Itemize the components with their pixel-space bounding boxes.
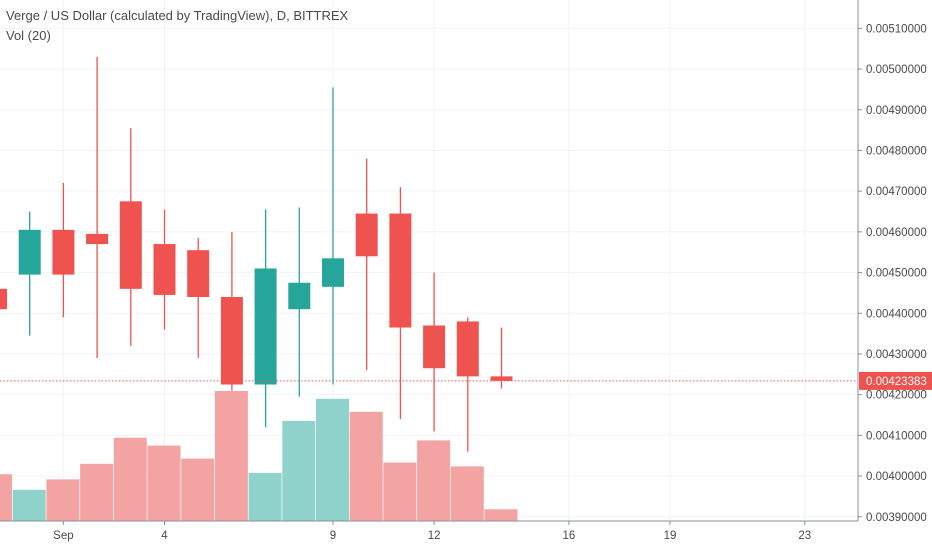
candle-body xyxy=(456,321,479,377)
volume-bar xyxy=(282,420,316,521)
volume-bar xyxy=(147,445,181,521)
price-axis[interactable]: 0.00390000 0.00400000 0.00410000 0.00420000… xyxy=(857,0,932,550)
volume-bar xyxy=(80,463,114,521)
time-axis[interactable]: Sep 4 9 12 16 19 23 xyxy=(0,520,932,550)
candle-body xyxy=(0,288,7,310)
volume-bar xyxy=(181,458,215,521)
volume-bar xyxy=(450,466,484,521)
candle-body xyxy=(322,258,344,287)
volume-bar xyxy=(484,509,518,521)
volume-bar xyxy=(248,472,282,521)
price-tick-label: 0.00500000 xyxy=(866,64,927,76)
time-tick-label: 4 xyxy=(161,530,168,542)
volume-bar xyxy=(113,437,147,521)
candle-body xyxy=(187,250,210,297)
price-tick-label: 0.00400000 xyxy=(866,471,927,483)
time-tick-label: Sep xyxy=(53,530,73,542)
chart-title: Verge / US Dollar (calculated by Trading… xyxy=(6,8,349,23)
candle-body xyxy=(254,268,277,385)
time-tick-label: 9 xyxy=(330,530,336,542)
time-tick-label: 19 xyxy=(664,530,677,542)
price-tick-label: 0.00410000 xyxy=(866,430,927,442)
time-tick-label: 16 xyxy=(563,530,576,542)
volume-bar xyxy=(46,479,80,521)
candle-body xyxy=(220,296,243,385)
candle-body xyxy=(52,229,75,275)
volume-bar xyxy=(0,474,12,521)
candle-body xyxy=(490,376,513,381)
volume-bar xyxy=(214,391,248,521)
volume-bars xyxy=(0,391,518,521)
volume-bar xyxy=(383,462,417,521)
candle-body xyxy=(423,325,446,369)
candle-body xyxy=(389,213,412,328)
time-tick-label: 12 xyxy=(428,530,441,542)
price-axis-background xyxy=(858,0,932,550)
time-tick-label: 23 xyxy=(798,530,811,542)
price-tick-label: 0.00460000 xyxy=(866,227,927,239)
volume-bar xyxy=(417,440,451,521)
price-tick-label: 0.00490000 xyxy=(866,105,927,117)
volume-bar xyxy=(349,411,383,521)
volume-bar xyxy=(12,489,46,521)
axis-corner xyxy=(858,521,932,550)
price-tick-label: 0.00440000 xyxy=(866,308,927,320)
candle-body xyxy=(86,233,109,245)
candle-body xyxy=(355,213,378,257)
price-tick-label: 0.00470000 xyxy=(866,186,927,198)
price-tick-label: 0.00390000 xyxy=(866,512,927,524)
last-price-tag xyxy=(859,371,932,390)
last-price-label: 0.00423383 xyxy=(866,376,927,388)
candle-body xyxy=(288,282,311,310)
price-tick-label: 0.00420000 xyxy=(866,390,927,402)
candles xyxy=(0,56,513,452)
candle-body xyxy=(119,201,142,289)
volume-indicator-label: Vol (20) xyxy=(6,28,51,43)
volume-bar xyxy=(316,398,349,521)
time-axis-background xyxy=(0,521,858,550)
price-tick-label: 0.00480000 xyxy=(866,145,927,157)
candle-body xyxy=(153,244,176,295)
price-tick-label: 0.00450000 xyxy=(866,268,927,280)
price-tick-label: 0.00510000 xyxy=(866,23,927,35)
candle-body xyxy=(18,229,41,275)
price-tick-label: 0.00430000 xyxy=(866,349,927,361)
